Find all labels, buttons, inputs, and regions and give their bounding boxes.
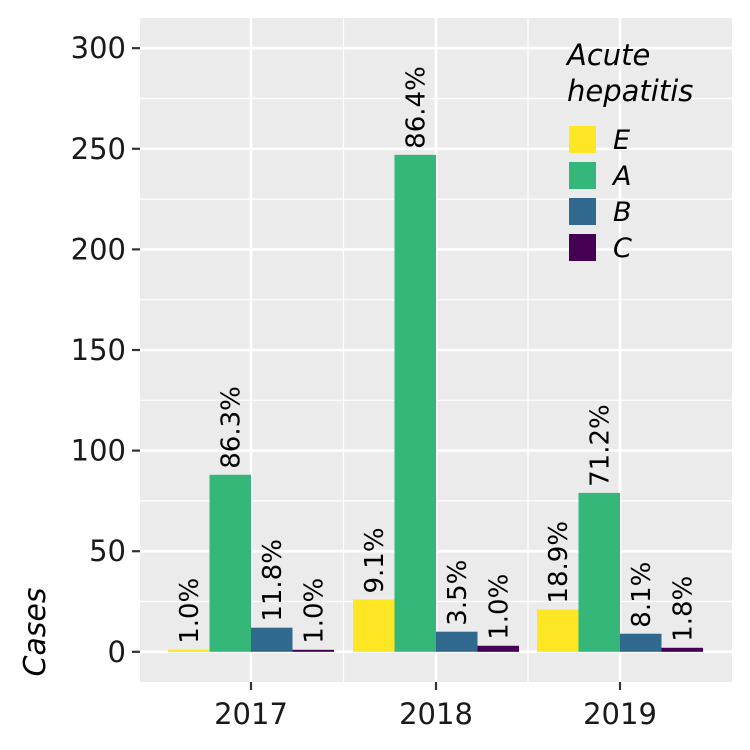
legend-key-C <box>569 234 596 261</box>
bar-label-A-2017: 86.3% <box>216 386 246 469</box>
y-tick-label: 250 <box>71 132 126 166</box>
bar-label-B-2019: 8.1% <box>627 562 657 628</box>
bar-A-2018 <box>394 154 436 652</box>
x-axis: 2017 2018 2019 <box>214 682 657 731</box>
bar-E-2017 <box>168 649 210 652</box>
bar-label-B-2018: 3.5% <box>443 560 473 626</box>
legend-label-B: B <box>613 197 632 228</box>
y-tick-label: 100 <box>71 434 126 468</box>
bar-label-C-2019: 1.8% <box>668 576 698 642</box>
bar-label-E-2019: 18.9% <box>544 521 574 604</box>
legend-label-A: A <box>611 161 631 192</box>
bars <box>168 154 703 652</box>
bar-B-2019 <box>620 633 662 652</box>
bar-C-2018 <box>477 645 519 652</box>
y-tick-label: 50 <box>89 534 126 568</box>
legend-title-line-2: hepatitis <box>567 74 693 108</box>
bar-label-E-2017: 1.0% <box>175 578 205 644</box>
bar-E-2019 <box>537 609 579 652</box>
legend-key-E <box>569 126 596 153</box>
y-tick-label: 150 <box>71 333 126 367</box>
bar-labels: 1.0% 86.3% 11.8% 1.0% 9.1% 86.4% 3.5% 1.0% 18.9%… <box>175 66 699 644</box>
x-tick-label: 2017 <box>214 697 288 731</box>
bar-E-2018 <box>353 599 395 652</box>
y-axis-title: Cases <box>18 587 53 676</box>
y-tick-label: 300 <box>71 31 126 65</box>
bar-label-C-2017: 1.0% <box>299 578 329 644</box>
x-tick-label: 2018 <box>399 697 473 731</box>
bar-label-B-2017: 11.8% <box>258 539 288 622</box>
legend-label-C: C <box>613 233 632 264</box>
bar-label-A-2019: 71.2% <box>585 404 615 487</box>
bar-C-2019 <box>661 647 703 652</box>
legend-key-B <box>569 198 596 225</box>
y-axis: 0 50 100 150 200 250 300 <box>71 31 140 669</box>
bar-B-2017 <box>251 627 293 652</box>
legend-title-line-1: Acute <box>565 38 650 72</box>
bar-B-2018 <box>436 631 478 652</box>
bar-label-A-2018: 86.4% <box>401 66 431 149</box>
bar-A-2019 <box>578 492 620 652</box>
bar-label-E-2018: 9.1% <box>360 527 390 593</box>
bar-C-2017 <box>292 649 334 652</box>
y-tick-label: 200 <box>71 232 126 266</box>
legend-key-A <box>569 162 596 189</box>
x-tick-label: 2019 <box>583 697 657 731</box>
y-tick-label: 0 <box>108 635 126 669</box>
legend-label-E: E <box>613 125 630 156</box>
bar-label-C-2018: 1.0% <box>484 574 514 640</box>
bar-A-2017 <box>209 474 251 652</box>
